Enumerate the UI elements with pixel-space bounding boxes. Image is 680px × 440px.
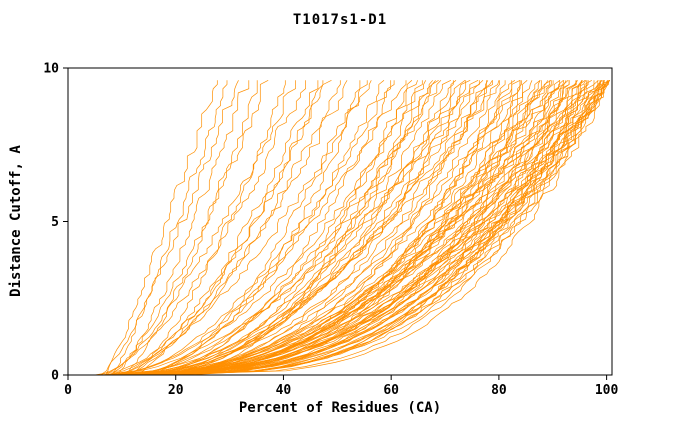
model-curve xyxy=(100,80,306,376)
model-curve xyxy=(116,80,577,376)
model-curve xyxy=(116,79,592,376)
model-curve xyxy=(116,80,395,376)
x-tick-label: 0 xyxy=(64,383,72,398)
model-curve xyxy=(159,80,601,376)
model-curve xyxy=(122,80,348,376)
model-curve xyxy=(105,80,296,376)
model-curve xyxy=(122,80,570,376)
model-curve xyxy=(148,80,608,376)
model-curve xyxy=(121,80,466,376)
model-curve xyxy=(105,80,564,376)
y-tick-label: 0 xyxy=(51,369,59,384)
model-curve xyxy=(137,80,513,376)
model-curve xyxy=(128,80,385,376)
model-curve xyxy=(116,80,436,376)
model-curve xyxy=(116,80,480,376)
model-curve xyxy=(111,80,487,376)
model-curve xyxy=(121,80,258,376)
model-curve xyxy=(101,80,609,376)
model-curve xyxy=(137,80,484,376)
model-curve xyxy=(132,79,332,376)
model-curve xyxy=(112,80,341,376)
model-curve xyxy=(127,80,286,376)
x-tick-label: 80 xyxy=(491,383,507,398)
model-curve xyxy=(155,80,423,376)
model-curve xyxy=(127,80,413,376)
axis-frame xyxy=(67,67,613,376)
model-curve xyxy=(148,80,489,376)
model-curve xyxy=(132,80,418,376)
model-curve xyxy=(127,80,589,376)
model-curve xyxy=(116,80,552,376)
model-curve xyxy=(164,80,611,376)
model-curve xyxy=(105,80,500,376)
model-curve xyxy=(111,80,407,376)
model-curve xyxy=(133,80,493,376)
y-tick-label: 5 xyxy=(51,215,59,230)
model-curve xyxy=(105,80,218,376)
model-curve xyxy=(116,80,457,376)
model-curve xyxy=(111,80,587,376)
x-axis-label: Percent of Residues (CA) xyxy=(238,400,442,416)
model-curve xyxy=(186,80,605,376)
model-curve xyxy=(121,80,561,376)
model-curve xyxy=(133,80,541,376)
x-tick-label: 100 xyxy=(595,383,619,398)
model-curve xyxy=(127,80,500,376)
model-curve xyxy=(111,80,605,376)
model-curve xyxy=(117,80,551,376)
model-curve xyxy=(94,80,324,376)
model-curve xyxy=(123,80,599,376)
model-curve xyxy=(121,80,368,376)
model-curve xyxy=(100,80,493,376)
model-curve xyxy=(127,79,471,376)
model-curve xyxy=(155,80,583,376)
model-curve xyxy=(164,80,569,376)
model-curve xyxy=(144,80,433,376)
model-curve xyxy=(110,79,269,376)
model-curve xyxy=(111,80,228,376)
model-curve xyxy=(106,79,479,376)
y-tick-label: 10 xyxy=(43,62,59,77)
x-tick-label: 40 xyxy=(276,383,292,398)
model-curve xyxy=(138,80,604,376)
model-curve xyxy=(121,80,439,376)
model-curve xyxy=(116,80,506,376)
model-curve xyxy=(128,80,570,376)
model-curve xyxy=(122,80,587,376)
model-curve xyxy=(117,80,250,376)
x-tick-label: 20 xyxy=(168,383,184,398)
model-curve xyxy=(137,80,361,376)
model-curve xyxy=(137,80,467,376)
model-curve xyxy=(170,80,603,376)
model-curve xyxy=(101,80,427,376)
model-curve xyxy=(111,80,521,376)
model-curve xyxy=(117,80,319,376)
chart-title: T1017s1-D1 xyxy=(292,12,388,28)
x-tick-label: 60 xyxy=(383,383,399,398)
model-curve xyxy=(143,80,516,376)
model-curve xyxy=(143,80,583,376)
model-curve xyxy=(100,80,239,376)
model-curve xyxy=(122,80,522,376)
model-curve xyxy=(148,80,561,376)
model-curve xyxy=(105,80,601,376)
model-curve xyxy=(132,80,578,376)
model-curve xyxy=(133,80,442,376)
